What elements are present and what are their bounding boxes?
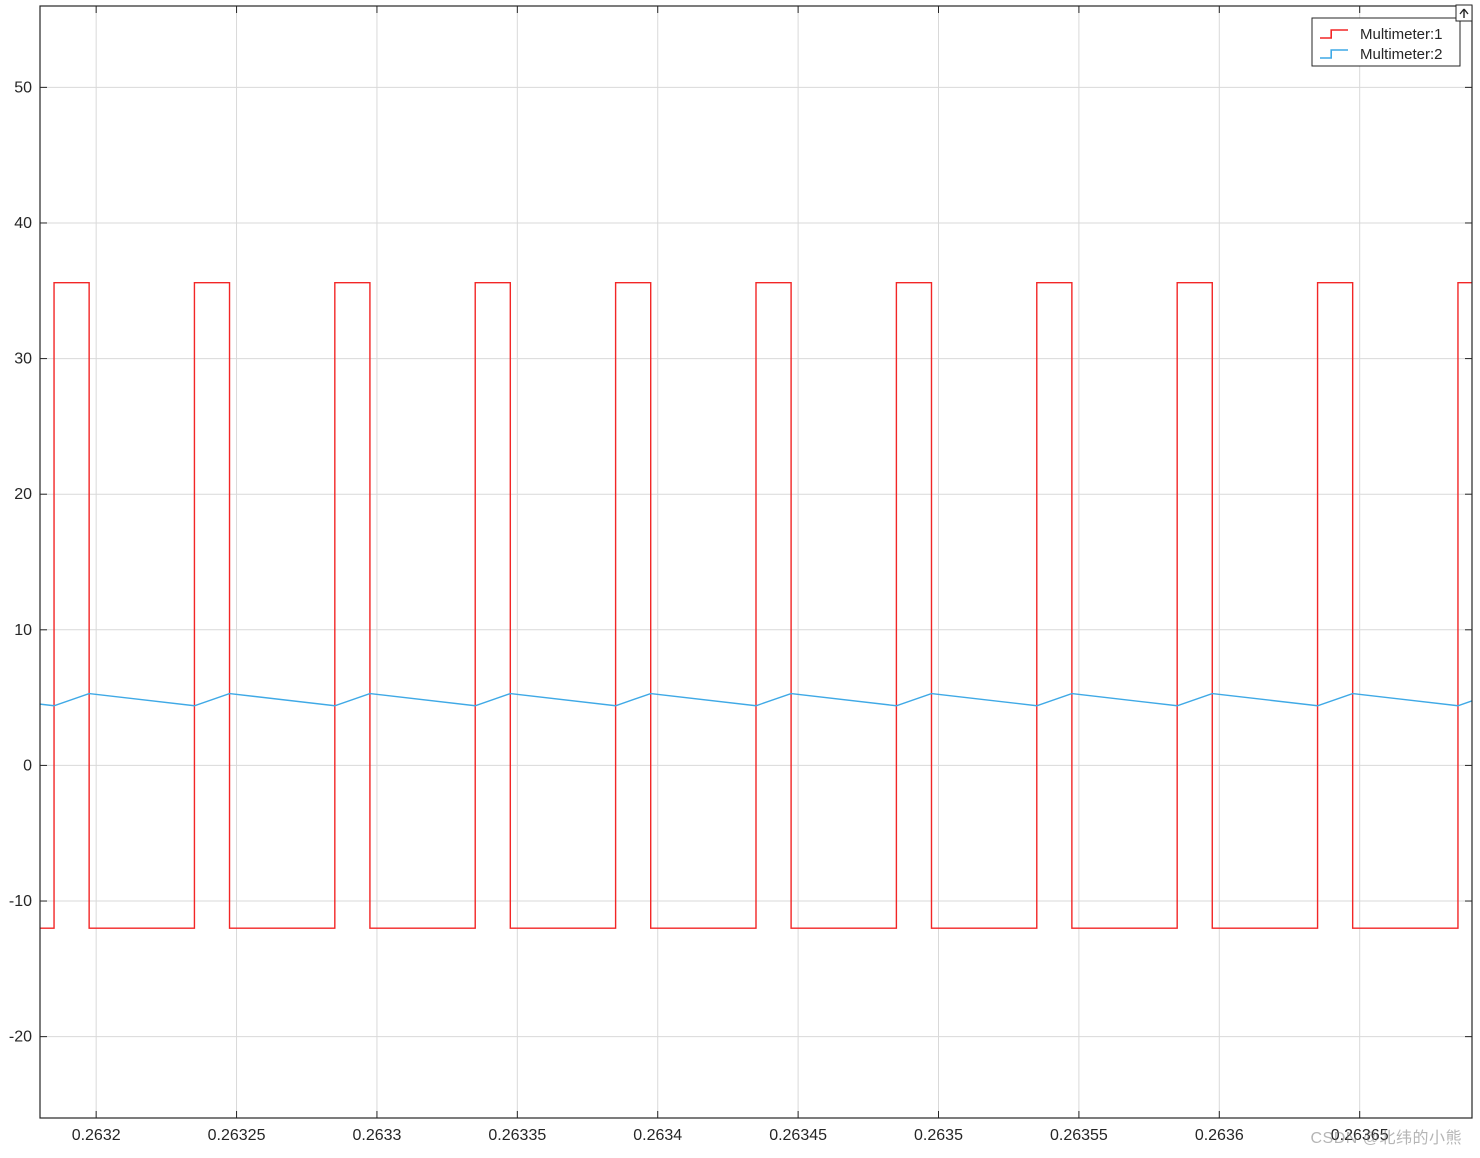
- x-tick-label: 0.2632: [72, 1127, 121, 1144]
- legend-label: Multimeter:1: [1360, 26, 1443, 43]
- y-tick-label: 30: [14, 351, 32, 368]
- x-tick-label: 0.26325: [208, 1127, 266, 1144]
- y-tick-label: 0: [23, 757, 32, 774]
- legend-toggle-icon[interactable]: [1456, 5, 1472, 21]
- y-tick-label: 40: [14, 215, 32, 232]
- x-tick-label: 0.26335: [488, 1127, 546, 1144]
- x-tick-label: 0.26355: [1050, 1127, 1108, 1144]
- y-tick-label: -10: [9, 893, 32, 910]
- x-tick-label: 0.2636: [1195, 1127, 1244, 1144]
- x-tick-label: 0.2635: [914, 1127, 963, 1144]
- chart-svg: 0.2632 0.26325 0.2633 0.26335 0.2634 0.26345 0…: [0, 0, 1480, 1158]
- x-tick-label: 0.26345: [769, 1127, 827, 1144]
- y-tick-label: 10: [14, 622, 32, 639]
- legend[interactable]: Multimeter:1 Multimeter:2: [1312, 18, 1460, 66]
- x-tick-label: 0.2634: [633, 1127, 682, 1144]
- y-tick-label: 20: [14, 486, 32, 503]
- x-tick-label: 0.26365: [1331, 1127, 1389, 1144]
- x-tick-label: 0.2633: [352, 1127, 401, 1144]
- chart-container: 0.2632 0.26325 0.2633 0.26335 0.2634 0.26345 0…: [0, 0, 1480, 1158]
- y-tick-label: -20: [9, 1029, 32, 1046]
- legend-label: Multimeter:2: [1360, 46, 1443, 63]
- y-tick-label: 50: [14, 79, 32, 96]
